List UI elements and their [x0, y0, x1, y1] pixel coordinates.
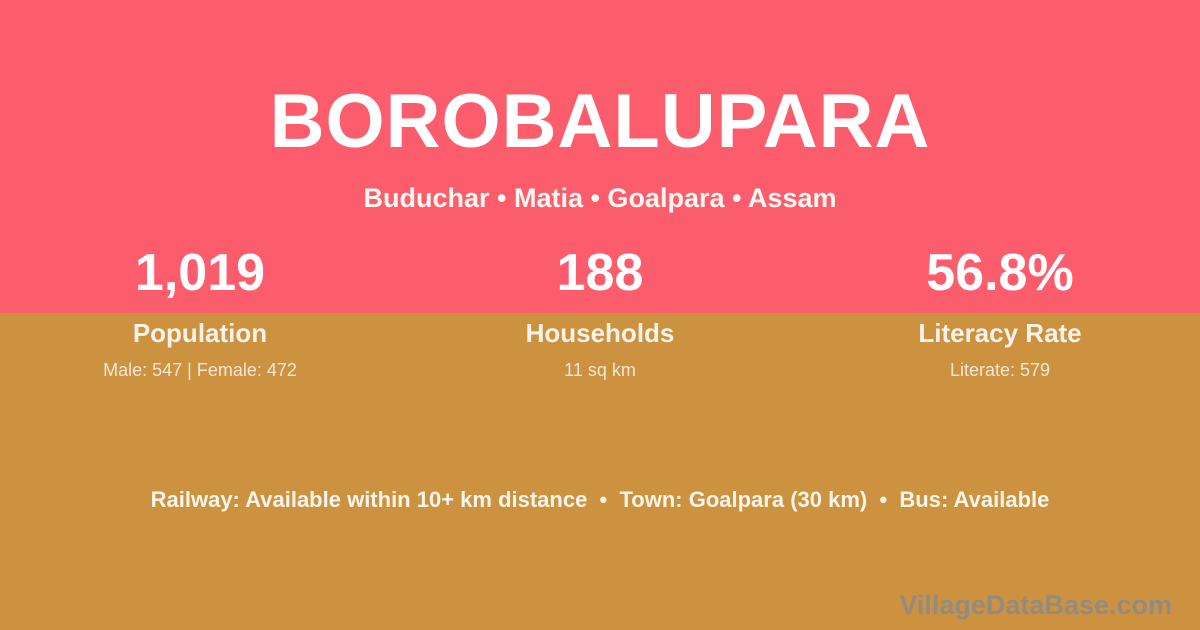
stats-row: 1,019 Population Male: 547 | Female: 472… — [0, 240, 1200, 380]
stat-literacy-rate: 56.8% Literacy Rate Literate: 579 — [800, 240, 1200, 380]
population-value: 1,019 — [134, 244, 266, 302]
location-breadcrumb: Buduchar • Matia • Goalpara • Assam — [363, 183, 837, 213]
header-section — [0, 0, 1200, 313]
transport-info-line: Railway: Available within 10+ km distanc… — [150, 487, 1050, 512]
literacy-rate-label: Literacy Rate — [918, 318, 1082, 348]
population-label: Population — [132, 318, 268, 348]
footer-section — [0, 313, 1200, 630]
households-value: 188 — [556, 244, 644, 302]
page-title: BOROBALUPARA — [269, 79, 931, 164]
population-detail: Male: 547 | Female: 472 — [103, 360, 297, 380]
stat-households: 188 Households 11 sq km — [400, 240, 800, 380]
households-label: Households — [525, 318, 675, 348]
households-detail: 11 sq km — [564, 360, 636, 380]
watermark: VillageDataBase.com — [899, 590, 1172, 620]
stat-population: 1,019 Population Male: 547 | Female: 472 — [0, 240, 400, 380]
literacy-rate-value: 56.8% — [926, 244, 1074, 302]
literacy-rate-detail: Literate: 579 — [949, 360, 1051, 380]
